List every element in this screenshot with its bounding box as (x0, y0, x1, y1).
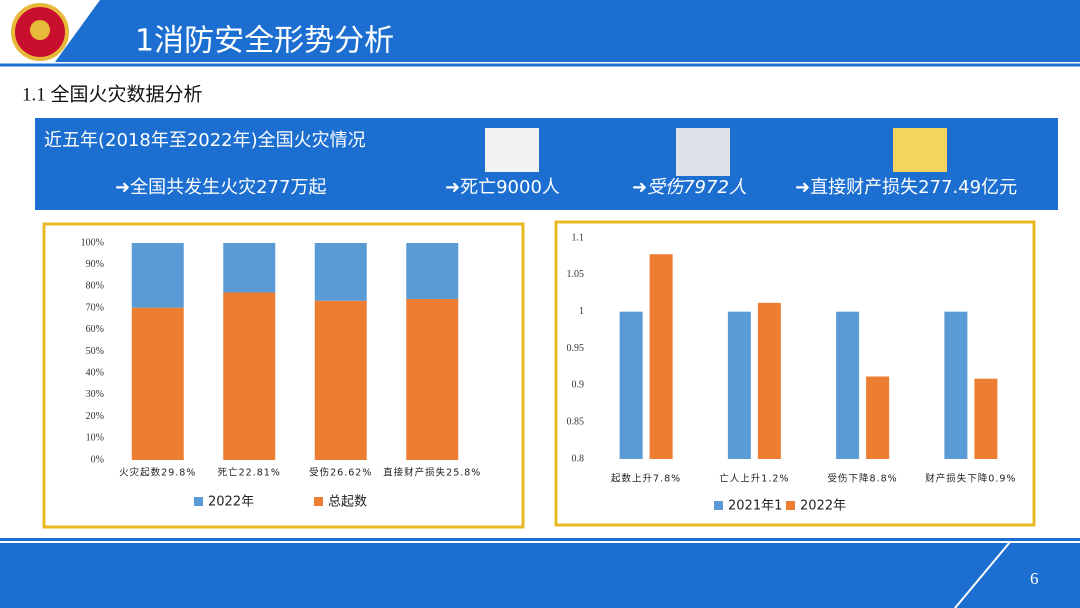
y-tick-label: 70% (86, 302, 104, 313)
y-tick-label: 1.05 (567, 269, 585, 280)
bar-segment (406, 243, 459, 299)
title: 1消防安全形势分析 (135, 24, 394, 59)
bar (944, 311, 968, 459)
banner-item: ➜全国共发生火灾277万起 (115, 177, 326, 198)
x-tick-label: 受伤26.62% (309, 467, 372, 479)
icon (676, 128, 730, 176)
banner-item: ➜受伤7972人 (632, 177, 747, 198)
x-tick-label: 财产损失下降0.9% (925, 473, 1016, 485)
y-tick-label: 0.95 (567, 343, 585, 354)
x-tick-label: 起数上升7.8% (611, 473, 681, 485)
page-number: 6 (1030, 569, 1039, 588)
x-tick-label: 直接财产损失25.8% (383, 467, 481, 479)
banner-item: ➜直接财产损失277.49亿元 (795, 177, 1017, 198)
bar-segment (314, 243, 367, 301)
bar-segment (131, 307, 184, 460)
bar (619, 311, 643, 459)
x-tick-label: 死亡22.81% (218, 467, 281, 479)
legend-swatch (714, 501, 723, 510)
bar (836, 311, 860, 459)
banner-item: ➜死亡9000人 (445, 177, 560, 198)
legend-label: 总起数 (328, 495, 367, 510)
bar-segment (314, 300, 367, 460)
legend-swatch (314, 497, 323, 506)
y-tick-label: 20% (86, 411, 104, 422)
y-tick-label: 1.1 (572, 232, 585, 243)
legend-swatch (194, 497, 203, 506)
emblem-center (30, 20, 50, 40)
y-tick-label: 0.9 (572, 380, 585, 391)
legend-swatch (786, 501, 795, 510)
x-tick-label: 亡人上升1.2% (719, 473, 789, 485)
legend-label: 2022年 (800, 499, 846, 514)
bar (757, 302, 781, 459)
y-tick-label: 50% (86, 346, 104, 357)
x-tick-label: 受伤下降8.8% (828, 473, 898, 485)
banner-heading: 近五年(2018年至2022年)全国火灾情况 (44, 130, 366, 151)
y-tick-label: 80% (86, 281, 104, 292)
bar (649, 254, 673, 459)
bar (866, 376, 890, 459)
chart-frame (554, 220, 1036, 527)
x-tick-label: 火灾起数29.8% (119, 467, 196, 479)
bar-segment (131, 243, 184, 308)
bar (974, 378, 998, 459)
y-tick-label: 40% (86, 367, 104, 378)
footer-slash (954, 541, 1011, 608)
bar-segment (223, 292, 276, 460)
y-tick-label: 0% (91, 454, 104, 465)
bar (727, 311, 751, 459)
footer-bar (0, 538, 1080, 608)
chart-frame (42, 222, 525, 529)
title-bar (55, 0, 1080, 62)
y-tick-label: 30% (86, 389, 104, 400)
bar-segment (406, 298, 459, 460)
bar-segment (223, 243, 276, 293)
y-tick-label: 60% (86, 324, 104, 335)
y-tick-label: 100% (81, 237, 104, 248)
y-tick-label: 0.8 (572, 453, 585, 464)
subtitle: 1.1 全国火灾数据分析 (22, 83, 203, 105)
icon (485, 128, 539, 172)
y-tick-label: 0.85 (567, 416, 585, 427)
y-tick-label: 1 (579, 306, 584, 317)
charts: 0% 10% 20% 30% 40% 50% 60% 70% 80% 90% 100% 火灾起数29.… (81, 232, 1016, 514)
y-tick-label: 90% (86, 259, 104, 270)
banner (35, 118, 1058, 210)
legend-label: 2021年1 (728, 499, 782, 514)
icon (893, 128, 947, 172)
legend-label: 2022年 (208, 495, 254, 510)
y-tick-label: 10% (86, 433, 104, 444)
